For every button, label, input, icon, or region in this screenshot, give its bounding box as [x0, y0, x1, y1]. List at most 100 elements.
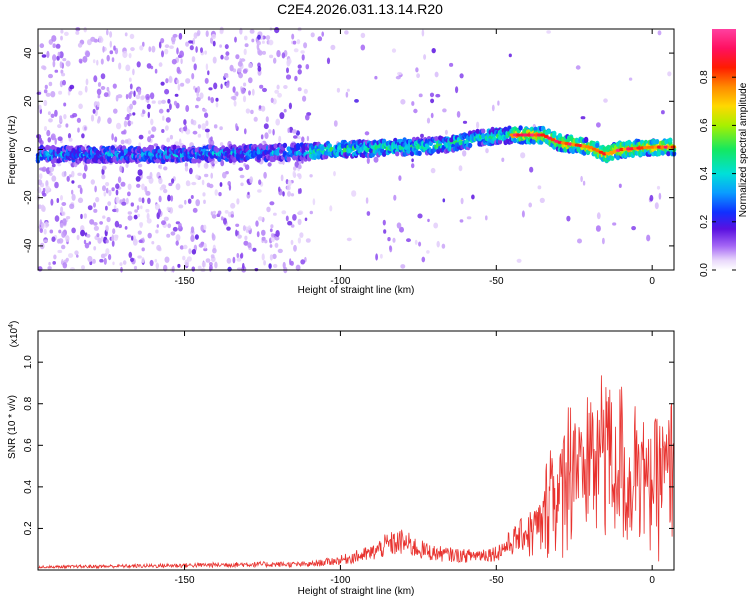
snr-x-tick-label: -150 [175, 575, 195, 586]
spectrogram-cell [85, 78, 89, 86]
spectrogram-cell [224, 55, 230, 61]
snr-x-tick-label: -50 [489, 575, 504, 586]
spectrogram-cell [126, 191, 131, 197]
spectrogram-cell [183, 119, 187, 126]
spectrogram-cell [185, 78, 191, 84]
spectrogram-cell [580, 175, 583, 183]
spectrogram-cell [113, 234, 119, 241]
spectrogram-cell [442, 198, 446, 203]
figure-title: C2E4.2026.031.13.14.R20 [277, 1, 443, 17]
spectrogram-cell [550, 138, 556, 142]
spectrogram-cell [259, 84, 264, 89]
spectrogram-cell [132, 238, 138, 246]
spectrogram-cell [296, 135, 301, 140]
spectrogram-cell [165, 125, 169, 131]
spectrogram-cell [45, 92, 51, 97]
spectrogram-cell [244, 43, 249, 48]
spectrogram-cell [249, 29, 255, 34]
spectrogram-cell [269, 244, 273, 248]
spectrogram-cell [336, 87, 340, 93]
spectrogram-cell [276, 84, 280, 90]
spectrogram-cell [248, 90, 251, 96]
spectrogram-cell [192, 130, 198, 135]
snr-y-scale-label: (x104) [8, 321, 20, 348]
spectrogram-cell [346, 88, 350, 92]
spectrogram-cell [141, 197, 145, 204]
spectrogram-cell [62, 58, 67, 62]
spectrogram-cell [191, 181, 197, 186]
spectrogram-cell [119, 262, 123, 266]
spectrogram-cell [59, 61, 63, 69]
spectrogram-cell [45, 223, 50, 227]
spectrogram-cell [93, 246, 97, 251]
spectrogram-cell [178, 32, 183, 40]
spectrogram-cell [56, 147, 61, 153]
spectrogram-cell [400, 264, 406, 269]
spectrogram-cell [111, 57, 115, 63]
spectrogram-cell [138, 197, 142, 202]
spectrogram-cell [50, 198, 54, 206]
spectrogram-cell [61, 211, 66, 216]
spectrogram-cell [71, 189, 74, 195]
spectrogram-cell [656, 145, 662, 149]
spectrogram-cell [212, 210, 216, 214]
spectrogram-cell [193, 63, 197, 71]
spectrogram-cell [208, 183, 214, 189]
spectrogram-cell [130, 257, 134, 262]
spectrogram-cell [426, 117, 431, 124]
spectrogram-cell [273, 263, 278, 268]
spectrogram-cell [508, 53, 512, 58]
spectrogram-cell [122, 50, 128, 59]
spectrogram-cell [57, 51, 61, 57]
spectrogram-cell [164, 256, 170, 263]
spectrogram-cell [537, 185, 542, 190]
spectrogram-cell [392, 237, 396, 243]
spectrogram-cell [426, 250, 430, 254]
spectrogram-cell [288, 102, 292, 110]
spectrogram-cell [297, 188, 301, 195]
spectrogram-cell [158, 108, 164, 114]
spectrogram-cell [132, 100, 137, 106]
spectrogram-cell [395, 75, 401, 80]
spectrogram-cell [109, 40, 113, 48]
spectrogram-cell [242, 262, 245, 270]
spectrogram-cell [106, 29, 109, 36]
spectrogram-cell [96, 88, 102, 96]
spectrogram-cell [295, 264, 301, 271]
spectrogram-cell [262, 87, 267, 93]
spectrogram-cell [391, 48, 397, 53]
spectrogram-cell [180, 58, 183, 65]
spectrogram-cell [145, 208, 150, 213]
spectrogram-cell [107, 117, 112, 124]
spectrogram-cell [84, 85, 88, 93]
spectrogram-cell [58, 90, 63, 95]
spectrogram-cell [290, 239, 294, 246]
spectrogram-cell [596, 212, 601, 220]
spectrogram-cell [71, 170, 75, 178]
snr-y-tick-label: 0.4 [23, 479, 34, 493]
spectrogram-cell [273, 143, 278, 149]
spectrogram-cell [50, 91, 56, 98]
spectrogram-cell [112, 261, 115, 266]
spectrogram-cell [321, 31, 325, 37]
spectrogram-cell [214, 261, 218, 269]
spectrogram-cell [400, 99, 406, 105]
spectrogram-cell [101, 165, 107, 170]
spectrogram-cell [127, 120, 132, 127]
spectrogram-cell [184, 199, 187, 205]
spectrogram-cell [147, 197, 151, 204]
spectrogram-cell [380, 253, 383, 259]
spectrogram-cell [211, 214, 217, 219]
spectrogram-cell [375, 253, 378, 261]
spectrogram-cell [60, 35, 63, 41]
spectrogram-cell [298, 210, 304, 215]
spectrogram-cell [485, 148, 489, 154]
spectrogram-cell [62, 79, 66, 86]
spectrogram-cell [164, 88, 170, 95]
snr-x-label: Height of straight line (km) [298, 586, 415, 597]
spectrogram-cell [411, 158, 414, 163]
spectrogram-cell [245, 164, 250, 171]
spectrogram-cell [203, 243, 207, 249]
spectrogram-cell [105, 248, 110, 255]
spectrogram-cell [171, 178, 175, 184]
